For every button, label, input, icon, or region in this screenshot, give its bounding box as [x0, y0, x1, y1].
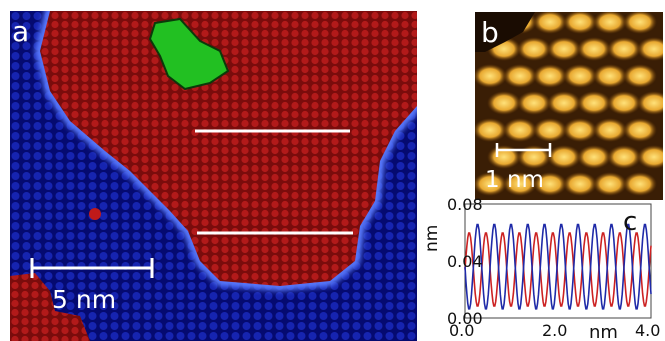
x-tick-label: 0.0 — [449, 321, 474, 340]
scale-bar-b: 1 nm — [485, 143, 552, 193]
lattice-spot — [533, 172, 567, 196]
scale-bar-a: 5 nm — [30, 258, 154, 314]
lattice-spot — [503, 64, 537, 88]
lattice-spot — [533, 12, 567, 34]
lattice-spot — [623, 118, 657, 142]
lattice-spot — [517, 91, 551, 115]
y-tick-label: 0.08 — [447, 198, 483, 214]
lattice-spot — [593, 12, 627, 34]
lattice-spot — [517, 145, 551, 169]
x-tick-label: 2.0 — [542, 321, 567, 340]
panel-c-label: c — [623, 207, 637, 237]
lattice-spot — [607, 145, 641, 169]
lattice-spot — [623, 172, 657, 196]
lattice-spot — [547, 37, 581, 61]
lattice-spot — [577, 91, 611, 115]
lattice-spot — [517, 37, 551, 61]
x-tick-label: 4.0 — [635, 321, 660, 340]
lattice-spot — [577, 145, 611, 169]
lattice-spot — [637, 145, 663, 169]
panel-b-stm-image: 1 nm b — [475, 12, 663, 200]
y-axis-label: nm — [425, 225, 442, 252]
lattice-spot — [487, 91, 521, 115]
lattice-spot — [623, 12, 657, 34]
profile-series-2 — [464, 223, 652, 310]
lattice-spot — [503, 172, 537, 196]
lattice-spot — [563, 12, 597, 34]
lattice-spot — [607, 37, 641, 61]
y-tick-label: 0.00 — [447, 309, 483, 328]
lattice-spot — [593, 172, 627, 196]
lattice-spot — [607, 91, 641, 115]
lattice-spot — [623, 64, 657, 88]
lattice-spot — [533, 64, 567, 88]
panel-a-label: a — [12, 15, 29, 48]
lattice-spot — [563, 172, 597, 196]
lattice-spot — [475, 118, 507, 142]
scale-bar-b-label: 1 nm — [485, 167, 544, 193]
profile-series-1 — [464, 232, 652, 307]
lattice-spot — [563, 118, 597, 142]
lattice-spot — [475, 172, 507, 196]
y-tick-label: 0.04 — [447, 252, 483, 271]
lattice-spot — [593, 118, 627, 142]
lattice-spot — [533, 118, 567, 142]
scale-bar-a-label: 5 nm — [52, 285, 116, 314]
lattice-spot — [547, 145, 581, 169]
panel-c-profile-plot: 0.0 2.0 4.0 0.00 0.04 0.08 nm nm c — [425, 198, 665, 341]
lattice-spot — [547, 91, 581, 115]
lattice-spot — [563, 64, 597, 88]
lattice-spot — [503, 118, 537, 142]
lattice-spot — [577, 37, 611, 61]
lattice-spot — [637, 91, 663, 115]
lattice-spot — [593, 64, 627, 88]
panel-a-stm-image: 5 nm a — [10, 11, 417, 341]
lattice-spot — [487, 145, 521, 169]
panel-b-label: b — [481, 16, 499, 49]
x-axis-label: nm — [589, 322, 618, 341]
lattice-spot — [475, 64, 507, 88]
lattice-spot — [637, 37, 663, 61]
